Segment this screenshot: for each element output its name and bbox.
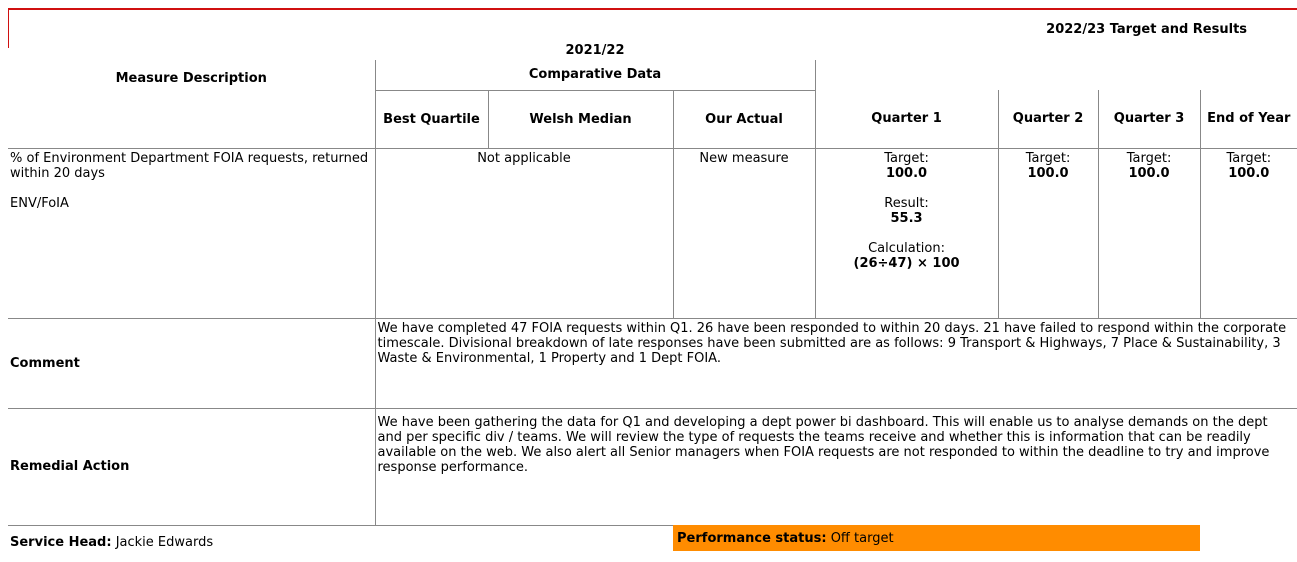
period: 2022/23 Target and Results bbox=[1046, 22, 1248, 37]
measure-sheet: Measure Description 2021/22 2022/23 Targ… bbox=[8, 8, 1297, 555]
column-header: Quarter 2 bbox=[1012, 111, 1084, 127]
header-cell: Quarter 3 bbox=[1097, 90, 1201, 148]
actual-cell: New measure bbox=[672, 147, 816, 318]
calculation-label: Calculation: bbox=[868, 240, 945, 256]
header-cell: Welsh Median bbox=[487, 89, 673, 148]
label-cell: Remedial Action bbox=[8, 407, 375, 525]
target-value: 100.0 bbox=[1128, 165, 1170, 181]
remedial-label: Remedial Action bbox=[10, 459, 130, 474]
comment-text: We have completed 47 FOIA requests withi… bbox=[377, 320, 1287, 366]
column-header: Welsh Median bbox=[529, 111, 632, 127]
text-cell: We have completed 47 FOIA requests withi… bbox=[374, 317, 1297, 408]
target-label: Target: bbox=[1025, 150, 1071, 166]
status: Off target bbox=[830, 531, 894, 546]
service-head: Jackie Edwards bbox=[115, 534, 214, 550]
remedial-text: We have been gathering the data for Q1 a… bbox=[377, 414, 1270, 475]
red-rule bbox=[8, 8, 9, 48]
header-cell: 2021/22 bbox=[375, 10, 815, 60]
column-header: Measure Description bbox=[115, 71, 267, 87]
header-cell: Quarter 1 bbox=[814, 90, 999, 148]
header-cell: End of Year bbox=[1199, 90, 1297, 148]
measure-table: Measure Description 2021/22 2022/23 Targ… bbox=[8, 10, 1297, 555]
quarter-cell: Target: 100.0 bbox=[1097, 147, 1201, 318]
quarter-cell: Target: 100.0 Result: 55.3 Calculation: … bbox=[814, 147, 999, 318]
label-cell: Comment bbox=[8, 317, 375, 408]
comparative-header: Comparative Data bbox=[528, 67, 662, 83]
comment-label: Comment bbox=[10, 355, 80, 371]
target-value: 100.0 bbox=[1228, 165, 1270, 181]
period: 2021/22 bbox=[565, 43, 625, 58]
comparative-value: Not applicable bbox=[477, 150, 571, 166]
header-cell: 2022/23 Target and Results bbox=[815, 10, 1297, 60]
actual-value: New measure bbox=[699, 150, 789, 166]
target-label: Target: bbox=[1126, 150, 1172, 166]
measure-code: ENV/FoIA bbox=[10, 195, 69, 211]
target-value: 100.0 bbox=[1027, 165, 1069, 181]
column-header: Quarter 3 bbox=[1113, 111, 1185, 127]
calculation-value: (26÷47) × 100 bbox=[853, 255, 960, 271]
quarter-cell: Target: 100.0 bbox=[1199, 147, 1297, 318]
column-header: Best Quartile bbox=[383, 111, 480, 127]
header-cell: Quarter 2 bbox=[997, 90, 1099, 148]
column-header: Our Actual bbox=[705, 111, 783, 127]
target-label: Target: bbox=[884, 150, 929, 166]
service-head-label: Service Head: bbox=[10, 534, 112, 550]
target-value: 100.0 bbox=[885, 165, 928, 181]
status-label: Performance status: bbox=[677, 531, 827, 546]
result-label: Result: bbox=[884, 195, 929, 211]
text-cell: We have been gathering the data for Q1 a… bbox=[374, 407, 1297, 525]
result-value: 55.3 bbox=[890, 210, 923, 226]
comparative-cell: Not applicable bbox=[374, 147, 673, 318]
target-label: Target: bbox=[1226, 150, 1272, 166]
header-cell: Our Actual bbox=[672, 89, 816, 148]
header-cell: Comparative Data bbox=[374, 60, 816, 90]
column-header: End of Year bbox=[1207, 111, 1291, 127]
measure-description: % of Environment Department FOIA request… bbox=[10, 150, 369, 181]
description-cell: % of Environment Department FOIA request… bbox=[8, 147, 375, 318]
header-cell bbox=[815, 60, 1297, 90]
status-cell: Performance status: Off target bbox=[673, 525, 1201, 551]
header-cell: Best Quartile bbox=[374, 89, 488, 148]
quarter-cell: Target: 100.0 bbox=[997, 147, 1099, 318]
header-cell: Measure Description bbox=[8, 10, 375, 148]
column-header: Quarter 1 bbox=[871, 111, 942, 127]
